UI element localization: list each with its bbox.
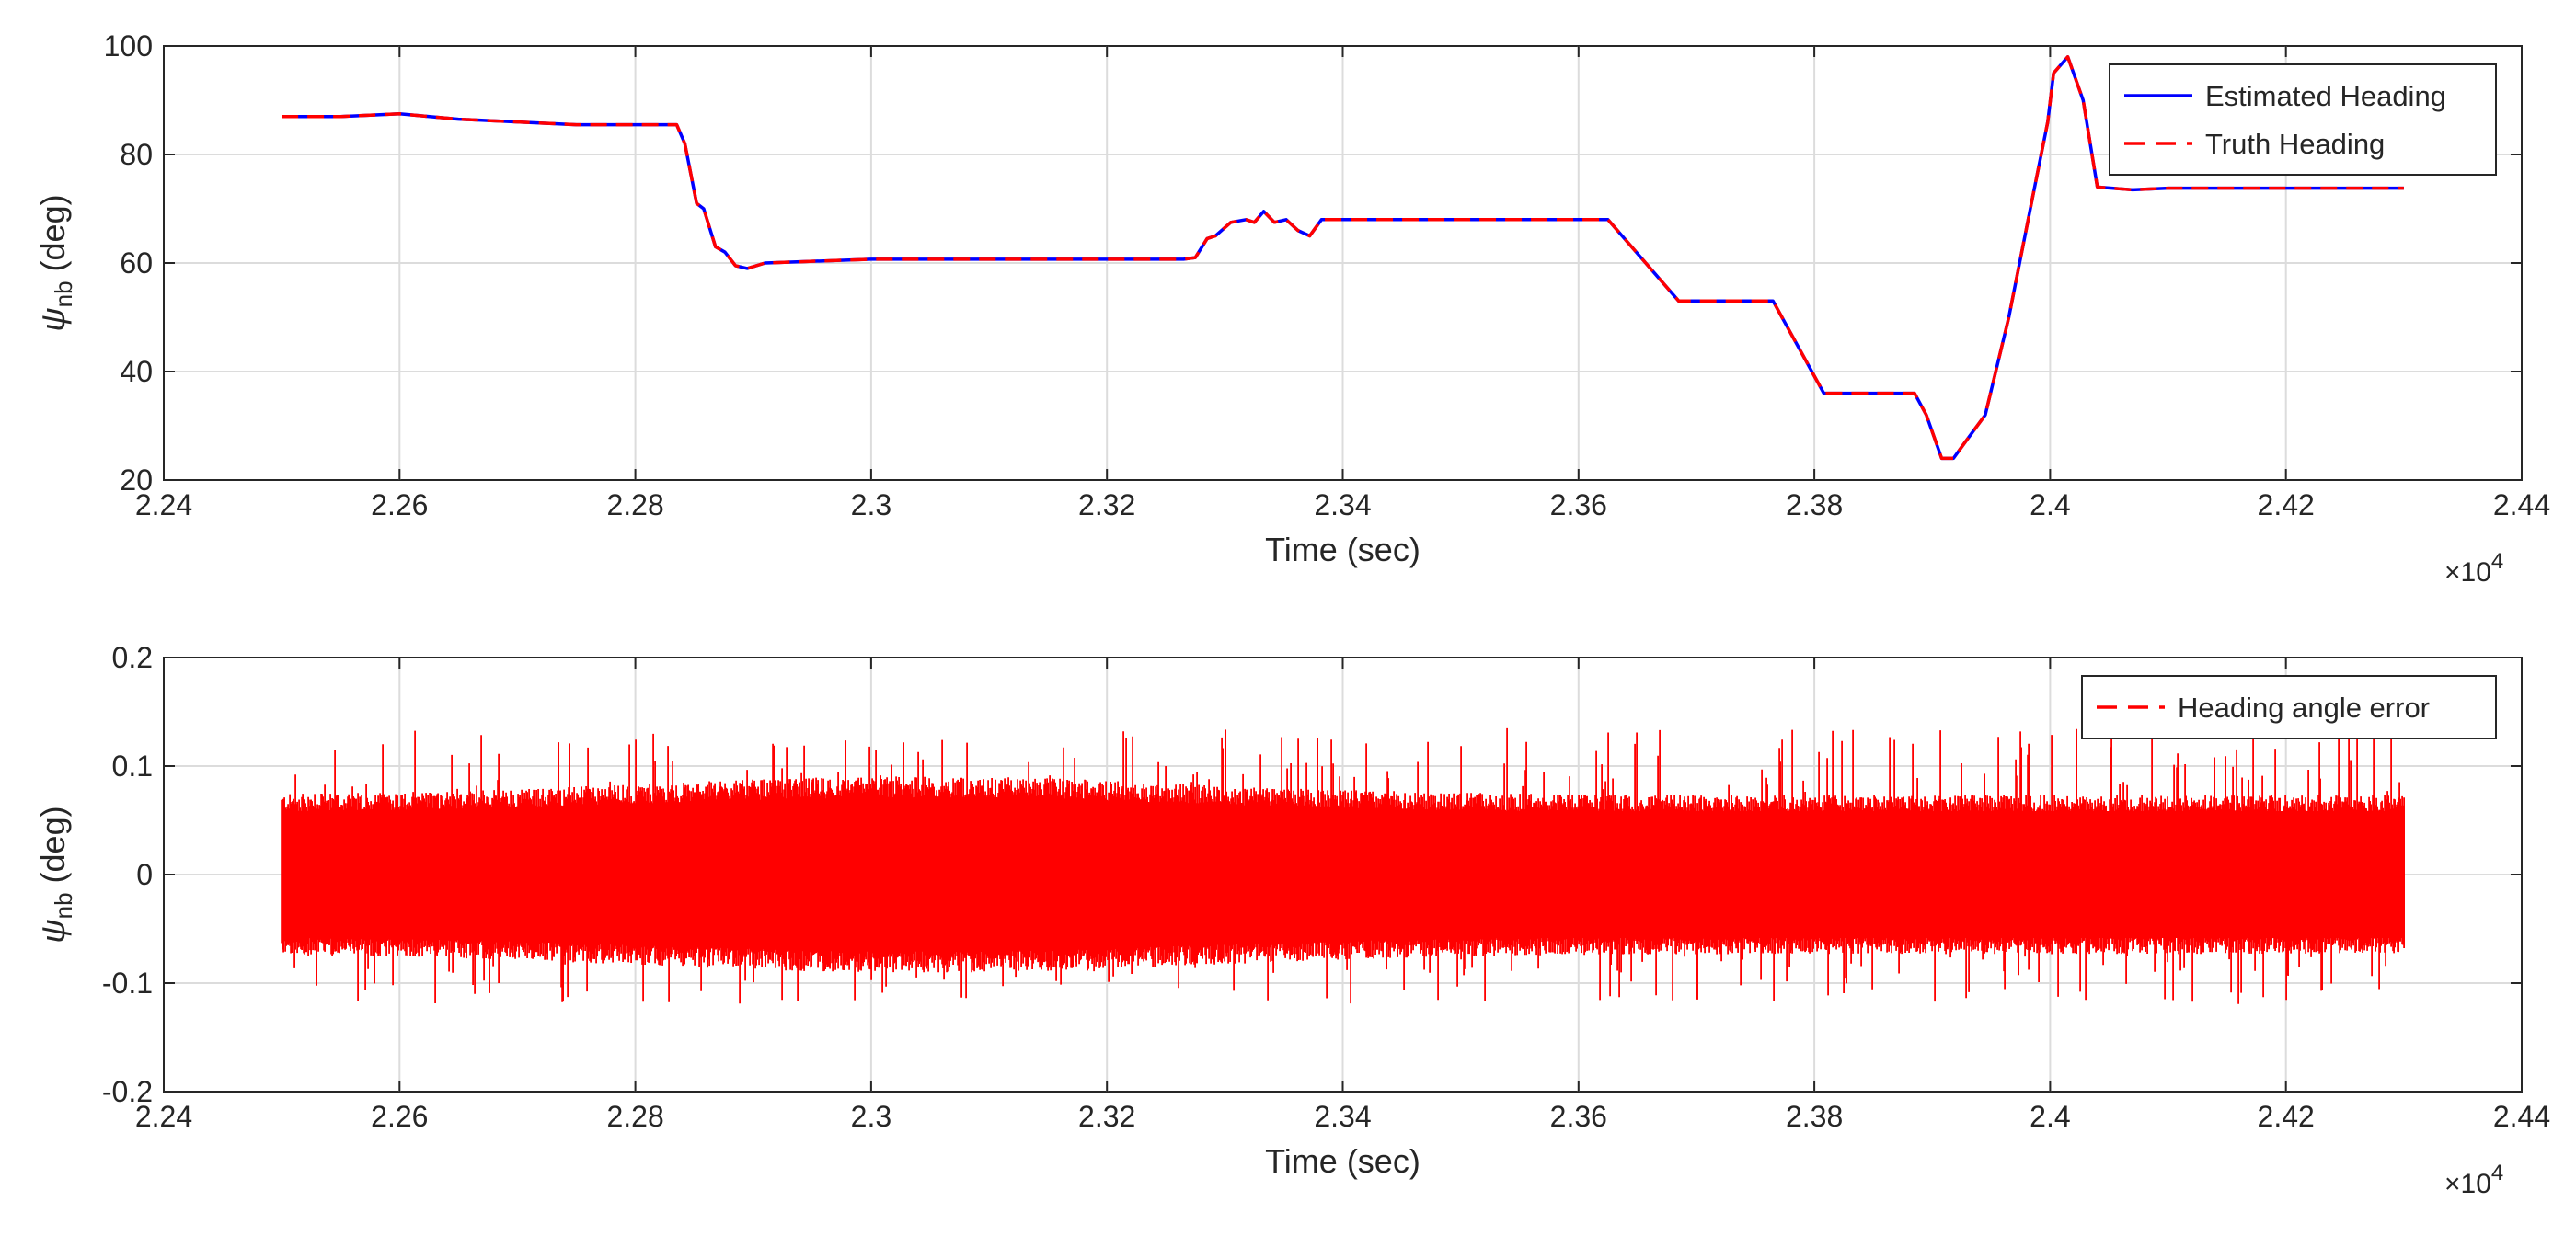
heading-plot-y-label-subscript: nb bbox=[50, 280, 77, 307]
error-plot-x-tick-label: 2.42 bbox=[2258, 1100, 2315, 1133]
error-plot-y-tick-label: -0.2 bbox=[102, 1075, 153, 1108]
error-plot-x-tick-label: 2.36 bbox=[1550, 1100, 1607, 1133]
heading-plot-x-tick-label: 2.32 bbox=[1078, 488, 1135, 521]
error-plot-y-tick-label: 0 bbox=[136, 858, 153, 891]
error-plot-y-label-subscript: nb bbox=[50, 892, 77, 919]
error-plot-x-ticks: 2.24 2.26 2.28 2.3 2.32 2.34 2.36 2.38 2.4 2.42 2.… bbox=[135, 658, 2550, 1133]
heading-plot-x-ticks: 2.24 2.26 2.28 2.3 2.32 2.34 2.36 2.38 2.4 2.42 2.… bbox=[135, 46, 2550, 521]
heading-plot-y-tick-label: 100 bbox=[104, 29, 153, 63]
error-plot-x-tick-label: 2.38 bbox=[1786, 1100, 1843, 1133]
heading-plot-y-label-symbol: ψ bbox=[34, 307, 72, 331]
heading-plot-x-tick-label: 2.28 bbox=[606, 488, 663, 521]
heading-plot-x-tick-label: 2.44 bbox=[2493, 488, 2550, 521]
heading-plot-y-tick-label: 60 bbox=[120, 246, 153, 280]
heading-plot-x-tick-label: 2.34 bbox=[1314, 488, 1371, 521]
error-plot-x-exponent-power: 4 bbox=[2491, 1161, 2503, 1185]
heading-plot-x-multiplier: ×10 bbox=[2444, 557, 2491, 588]
heading-plot-y-tick-label: 80 bbox=[120, 138, 153, 171]
heading-plot-y-ticks: 20 40 60 80 100 bbox=[104, 29, 2522, 497]
heading-plot-legend-truth-heading-label: Truth Heading bbox=[2205, 128, 2385, 160]
heading-plot-y-tick-label: 20 bbox=[120, 464, 153, 497]
error-plot-legend: Heading angle error bbox=[2081, 675, 2497, 739]
heading-plot-x-label: Time (sec) bbox=[1265, 531, 1420, 568]
heading-plot-x-exponent: ×104 bbox=[2444, 549, 2503, 588]
heading-plot-x-tick-label: 2.3 bbox=[851, 488, 891, 521]
error-plot-x-tick-label: 2.4 bbox=[2030, 1100, 2070, 1133]
error-plot-legend-box bbox=[2081, 675, 2497, 739]
heading-plot-y-tick-label: 40 bbox=[120, 355, 153, 388]
error-plot-x-tick-label: 2.44 bbox=[2493, 1100, 2550, 1133]
error-plot-x-tick-label: 2.28 bbox=[606, 1100, 663, 1133]
heading-plot-legend-box bbox=[2109, 63, 2497, 176]
error-plot-x-exponent: ×104 bbox=[2444, 1161, 2503, 1199]
heading-plot-x-tick-label: 2.36 bbox=[1550, 488, 1607, 521]
error-plot: 2.24 2.26 2.28 2.3 2.32 2.34 2.36 2.38 2.4 2.42 2.… bbox=[34, 641, 2550, 1199]
error-plot-series bbox=[281, 727, 2405, 1004]
heading-plot-x-tick-label: 2.42 bbox=[2258, 488, 2315, 521]
error-plot-y-ticks: -0.2 -0.1 0 0.1 0.2 bbox=[102, 641, 2522, 1108]
heading-plot-x-tick-label: 2.4 bbox=[2030, 488, 2070, 521]
heading-plot-x-tick-label: 2.26 bbox=[371, 488, 428, 521]
error-plot-y-tick-label: 0.2 bbox=[112, 641, 153, 674]
error-plot-y-label: ψnb (deg) bbox=[34, 806, 77, 943]
error-plot-x-tick-label: 2.34 bbox=[1314, 1100, 1371, 1133]
heading-plot-y-label: ψnb (deg) bbox=[34, 194, 77, 331]
heading-plot-legend: Estimated Heading Truth Heading bbox=[2109, 63, 2497, 176]
error-plot-x-label: Time (sec) bbox=[1265, 1142, 1420, 1180]
error-plot-x-tick-label: 2.3 bbox=[851, 1100, 891, 1133]
error-plot-x-tick-label: 2.26 bbox=[371, 1100, 428, 1133]
error-plot-x-tick-label: 2.24 bbox=[135, 1100, 192, 1133]
error-plot-y-tick-label: -0.1 bbox=[102, 967, 153, 1000]
error-plot-y-label-symbol: ψ bbox=[34, 919, 72, 943]
error-plot-legend-heading-angle-error-label: Heading angle error bbox=[2178, 692, 2430, 724]
error-plot-x-tick-label: 2.32 bbox=[1078, 1100, 1135, 1133]
heading-plot-series-truth-heading-line bbox=[282, 55, 2404, 461]
heading-plot: 2.24 2.26 2.28 2.3 2.32 2.34 2.36 2.38 2.4 2.42 2.… bbox=[34, 29, 2550, 588]
error-plot-y-label-unit: (deg) bbox=[34, 806, 72, 892]
heading-plot-series bbox=[282, 55, 2404, 461]
error-plot-y-tick-label: 0.1 bbox=[112, 750, 153, 783]
heading-plot-x-tick-label: 2.24 bbox=[135, 488, 192, 521]
heading-plot-legend-estimated-heading-label: Estimated Heading bbox=[2205, 80, 2446, 112]
heading-plot-x-exponent-power: 4 bbox=[2491, 549, 2503, 574]
heading-plot-y-label-unit: (deg) bbox=[34, 194, 72, 280]
heading-plot-x-tick-label: 2.38 bbox=[1786, 488, 1843, 521]
error-plot-series-heading-angle-error-dense-band bbox=[282, 810, 2404, 939]
error-plot-x-multiplier: ×10 bbox=[2444, 1169, 2491, 1199]
